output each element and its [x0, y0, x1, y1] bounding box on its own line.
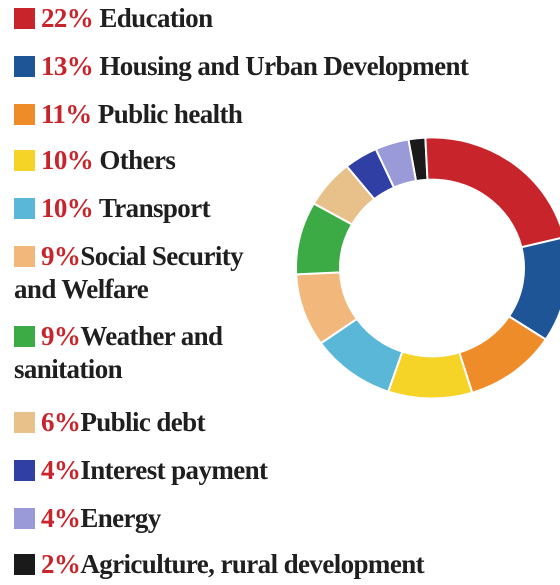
legend-swatch — [14, 508, 35, 529]
legend-item-energy: 4%Energy — [14, 502, 161, 535]
legend-swatch — [14, 150, 35, 171]
legend-label: Interest payment — [80, 455, 268, 485]
legend-item-housing: 13% Housing and Urban Development — [14, 50, 469, 83]
legend-item-interest-payment: 4%Interest payment — [14, 454, 268, 487]
donut-slice-energy — [374, 138, 418, 189]
legend-pct: 6% — [41, 407, 81, 437]
legend-swatch — [14, 104, 35, 125]
legend-item-transport: 10% Transport — [14, 192, 211, 225]
legend-label: Energy — [80, 503, 161, 533]
legend-swatch — [14, 246, 35, 267]
legend-item-education: 22% Education — [14, 2, 213, 35]
legend-label: Education — [99, 3, 213, 33]
donut-slice-education — [424, 136, 560, 249]
legend-pct: 9% — [41, 321, 81, 351]
legend-item-weather-sanitation: 9%Weather and sanitation — [14, 320, 223, 386]
legend-pct: 10% — [41, 145, 94, 175]
legend-label: Public debt — [80, 407, 205, 437]
legend-pct: 4% — [41, 503, 81, 533]
legend-label: Social Security — [80, 241, 244, 271]
legend-swatch — [14, 554, 35, 575]
legend-pct: 10% — [41, 193, 94, 223]
legend-swatch — [14, 412, 35, 433]
legend-swatch — [14, 460, 35, 481]
legend-pct: 4% — [41, 455, 81, 485]
legend-item-public-health: 11% Public health — [14, 98, 243, 131]
legend-pct: 9% — [41, 241, 81, 271]
legend-pct: 13% — [41, 51, 94, 81]
legend-swatch — [14, 198, 35, 219]
legend-label: Public health — [97, 99, 243, 129]
legend-label: Housing and Urban Development — [99, 51, 469, 81]
legend-pct: 11% — [41, 99, 92, 129]
legend-pct: 22% — [41, 3, 94, 33]
legend-label-line2: sanitation — [14, 354, 123, 384]
legend-item-social-security: 9%Social Security and Welfare — [14, 240, 244, 306]
legend-label: Weather and — [80, 321, 223, 351]
legend-swatch — [14, 56, 35, 77]
legend-label-line2: and Welfare — [14, 274, 149, 304]
legend-item-agriculture: 2%Agriculture, rural development — [14, 548, 425, 581]
legend-item-others: 10% Others — [14, 144, 176, 177]
legend-swatch — [14, 326, 35, 347]
legend-label: Transport — [98, 193, 211, 223]
legend-item-public-debt: 6%Public debt — [14, 406, 206, 439]
legend-swatch — [14, 8, 35, 29]
legend-pct: 2% — [41, 549, 81, 579]
legend-label: Others — [99, 145, 176, 175]
legend-label: Agriculture, rural development — [80, 549, 425, 579]
